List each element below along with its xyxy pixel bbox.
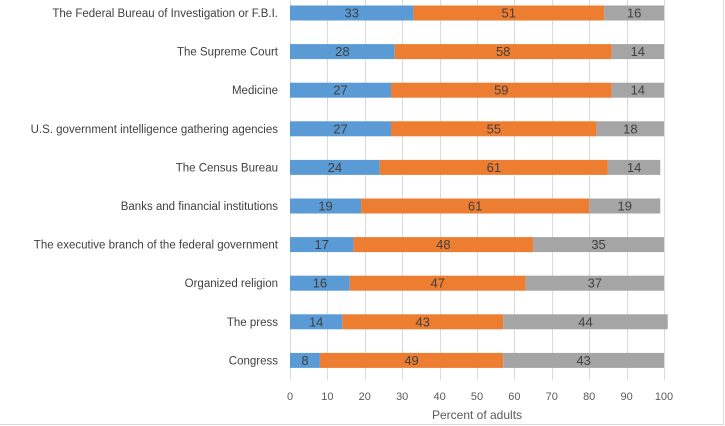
data-label: 24 [328,160,342,175]
x-tick-label: 60 [508,391,520,403]
category-label: The press [227,317,278,329]
data-label: 19 [617,199,631,214]
x-tick-label: 50 [471,391,483,403]
bars: 33 51 16 28 58 14 27 59 14 27 55 18 24 61 14 19 61 19 17 48… [290,5,668,368]
data-label: 43 [416,314,430,329]
data-label: 18 [623,121,637,136]
bar-segment [390,82,612,98]
data-label: 33 [344,6,358,21]
x-tick-label: 100 [655,391,673,403]
x-tick-label: 0 [287,391,293,403]
category-label: The Supreme Court [177,47,279,59]
data-label: 61 [487,160,501,175]
category-label: The Federal Bureau of Investigation or F… [52,8,278,20]
x-tick-label: 30 [396,391,408,403]
bar-segment [394,44,612,60]
bar-segment [533,237,664,253]
x-tick-label: 10 [321,391,333,403]
bar-segment [413,5,605,21]
data-label: 14 [631,44,645,59]
bar-segment [290,198,362,214]
x-tick-label: 80 [583,391,595,403]
data-label: 14 [627,160,641,175]
bar-segment [290,121,391,137]
x-tick-label: 20 [359,391,371,403]
category-label: U.S. government intelligence gathering a… [31,124,279,136]
data-label: 48 [436,237,450,252]
bar-segment [290,159,380,175]
data-label: 61 [468,199,482,214]
data-label: 19 [318,199,332,214]
bar-segment [503,314,668,330]
data-label: 44 [578,314,592,329]
data-label: 16 [627,6,641,21]
bar-segment [290,275,350,291]
data-label: 43 [576,353,590,368]
category-label: Congress [229,355,278,367]
category-labels: The Federal Bureau of Investigation or F… [31,8,279,367]
bar-segment [290,44,395,60]
data-label: 27 [333,83,347,98]
category-label: The Census Bureau [176,162,278,174]
data-label: 59 [494,83,508,98]
category-label: Organized religion [185,278,278,290]
data-label: 49 [404,353,418,368]
bar-segment [290,314,343,330]
data-label: 17 [315,237,329,252]
data-label: 51 [502,6,516,21]
bar-segment [319,352,504,368]
data-label: 27 [333,121,347,136]
bar-segment [353,237,534,253]
data-label: 14 [309,314,323,329]
data-label: 55 [487,121,501,136]
data-label: 16 [313,276,327,291]
bar-segment [361,198,590,214]
data-label: 8 [301,353,308,368]
category-label: Banks and financial institutions [121,201,279,213]
bar-segment [290,237,354,253]
bar-segment [596,121,664,137]
bar-segment [611,82,664,98]
data-label: 14 [631,83,645,98]
bar-segment [342,314,504,330]
data-label: 28 [335,44,349,59]
x-tick-label: 90 [620,391,632,403]
data-label: 58 [496,44,510,59]
bar-segment [503,352,664,368]
bar-segment [589,198,661,214]
bar-segment [349,275,526,291]
x-tick-labels: 0 10 20 30 40 50 60 70 80 90 100 [287,391,673,403]
data-label: 35 [591,237,605,252]
bar-segment [390,121,597,137]
category-label: The executive branch of the federal gove… [34,240,279,252]
bar-segment [525,275,664,291]
bar-segment [290,352,320,368]
x-tick-label: 40 [433,391,445,403]
bar-segment [604,5,664,21]
x-tick-label: 70 [546,391,558,403]
bar-segment [290,5,414,21]
bar-segment [611,44,664,60]
x-axis-label: Percent of adults [432,408,522,422]
bar-segment [290,82,391,98]
data-label: 47 [430,276,444,291]
bar-segment [379,159,608,175]
data-label: 37 [588,276,602,291]
bar-segment [607,159,661,175]
category-label: Medicine [232,85,278,97]
